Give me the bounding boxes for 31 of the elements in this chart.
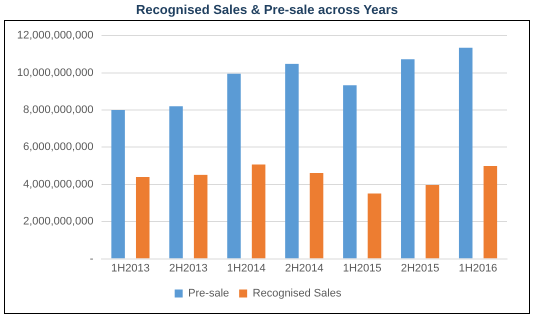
x-tick-label: 1H2013 — [111, 262, 150, 274]
bar — [368, 194, 382, 258]
bar — [252, 164, 266, 258]
legend-label: Recognised Sales — [252, 288, 342, 300]
bar — [194, 174, 208, 258]
bar — [169, 106, 183, 258]
y-tick-label: 12,000,000,000 — [16, 30, 94, 42]
bar — [310, 173, 324, 258]
y-tick-label: 10,000,000,000 — [16, 66, 94, 79]
y-tick-label: - — [90, 252, 94, 265]
legend-label: Pre-sale — [188, 288, 230, 300]
y-tick-label: 4,000,000,000 — [23, 178, 94, 190]
x-tick-label: 2H2014 — [284, 262, 324, 274]
bar — [401, 59, 415, 258]
bar — [343, 85, 357, 258]
x-tick-label: 1H2014 — [227, 262, 266, 274]
bar — [458, 48, 472, 258]
x-tick-label: 1H2016 — [458, 262, 498, 274]
bar — [227, 74, 241, 258]
x-tick-label: 2H2015 — [400, 262, 440, 274]
bar — [484, 166, 498, 258]
bar — [111, 110, 125, 258]
bar — [136, 176, 150, 258]
x-tick-label: 1H2015 — [342, 262, 382, 274]
bar — [285, 64, 299, 258]
x-tick-label: 2H2013 — [169, 262, 208, 274]
y-tick-label: 2,000,000,000 — [23, 216, 94, 228]
y-tick-label: 8,000,000,000 — [23, 104, 94, 116]
chart-title: Recognised Sales & Pre-sale across Years — [134, 2, 400, 17]
bar — [426, 184, 440, 258]
y-tick-label: 6,000,000,000 — [23, 141, 94, 154]
